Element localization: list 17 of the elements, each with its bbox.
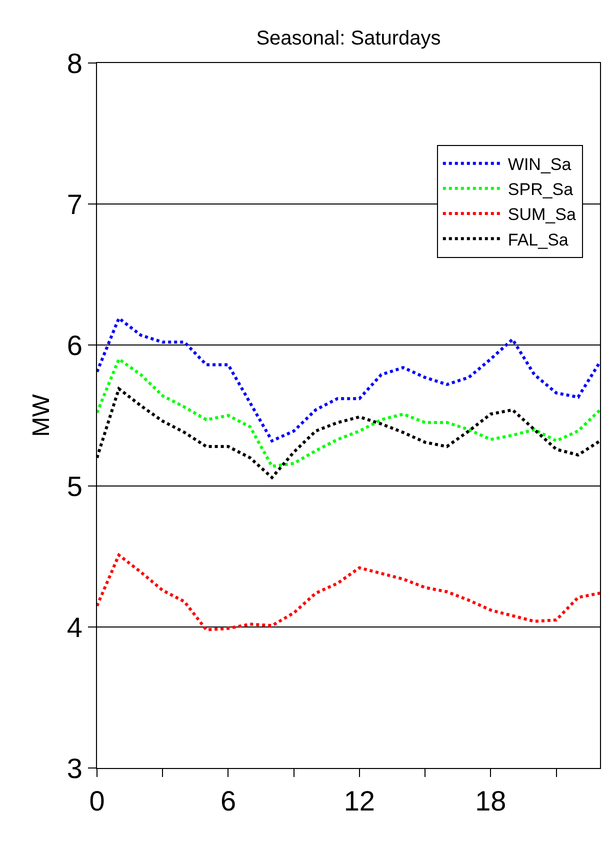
y-tick-label: 4 bbox=[66, 612, 82, 643]
legend-label: WIN_Sa bbox=[508, 154, 572, 174]
y-tick-label: 8 bbox=[66, 48, 82, 79]
x-tick-label: 18 bbox=[475, 786, 506, 817]
y-tick-label: 5 bbox=[66, 470, 82, 502]
y-axis-title: MW bbox=[28, 394, 55, 437]
x-tick-label: 6 bbox=[220, 786, 236, 817]
legend-label: SPR_Sa bbox=[508, 180, 574, 200]
legend-label: FAL_Sa bbox=[508, 230, 569, 250]
x-tick-label: 12 bbox=[344, 786, 376, 817]
y-tick-label: 3 bbox=[66, 752, 82, 784]
chart-title: Seasonal: Saturdays bbox=[256, 27, 441, 50]
y-tick-label: 7 bbox=[66, 188, 82, 220]
legend-label: SUM_Sa bbox=[508, 205, 576, 224]
y-tick-label: 6 bbox=[66, 330, 82, 361]
line-series bbox=[97, 358, 600, 468]
x-tick-label: 0 bbox=[89, 786, 105, 817]
